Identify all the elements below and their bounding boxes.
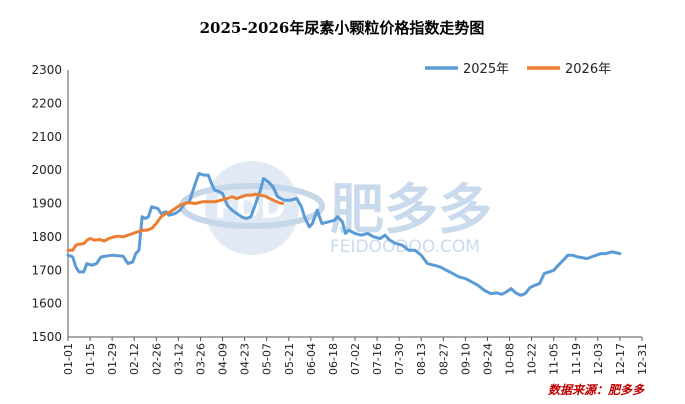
y-tick-label: 1600	[31, 297, 62, 311]
series-group	[66, 172, 622, 297]
x-tick-label: 07-02	[349, 343, 362, 375]
x-tick-label: 09-24	[481, 343, 494, 375]
series-line-2026	[66, 192, 284, 252]
x-ticks: 01-01 01-15 01-29 02-12 02-26 03-12 03-26 04-09…	[62, 337, 649, 375]
y-tick-label: 1700	[31, 263, 62, 277]
source-note: 数据来源：肥多多	[548, 383, 645, 397]
y-tick-label: 2100	[31, 130, 62, 144]
x-tick-label: 12-17	[614, 343, 627, 375]
x-tick-label: 03-26	[194, 343, 207, 375]
watermark-logo-text: FDD	[215, 191, 285, 226]
x-tick-label: 04-09	[217, 343, 230, 375]
x-tick-label: 08-13	[415, 343, 428, 375]
x-tick-label: 01-29	[106, 343, 119, 375]
y-tick-label: 1500	[31, 330, 62, 344]
x-tick-label: 10-22	[526, 343, 539, 375]
x-tick-label: 01-15	[84, 343, 97, 375]
x-tick-label: 07-30	[393, 343, 406, 375]
y-tick-label: 1900	[31, 197, 62, 211]
x-tick-label: 10-08	[504, 343, 517, 375]
x-tick-label: 07-16	[371, 343, 384, 375]
y-tick-label: 2200	[31, 96, 62, 110]
x-tick-label: 06-18	[327, 343, 340, 375]
x-tick-label: 09-10	[459, 343, 472, 375]
watermark-brand: 肥多多	[330, 178, 492, 241]
x-tick-label: 04-23	[239, 343, 252, 375]
x-tick-label: 02-26	[150, 343, 163, 375]
x-tick-label: 05-21	[283, 343, 296, 375]
x-tick-label: 11-19	[570, 343, 583, 375]
x-tick-label: 05-07	[261, 343, 274, 375]
legend-label-2025: 2025年	[463, 62, 509, 77]
x-tick-label: 03-12	[172, 343, 185, 375]
legend: 2025年 2026年	[425, 62, 611, 77]
x-tick-label: 08-27	[437, 343, 450, 375]
series-line-2025	[66, 172, 622, 297]
x-tick-label: 12-31	[636, 343, 649, 375]
y-tick-label: 2000	[31, 163, 62, 177]
x-tick-label: 11-05	[548, 343, 561, 375]
y-tick-label: 1800	[31, 230, 62, 244]
y-tick-label: 2300	[31, 63, 62, 77]
x-tick-label: 01-01	[62, 343, 75, 375]
x-tick-label: 06-04	[305, 343, 318, 375]
x-tick-label: 02-12	[128, 343, 141, 375]
watermark: FDD 肥多多 FEIDOODOO.COM	[179, 161, 492, 257]
legend-label-2026: 2026年	[565, 62, 611, 77]
chart-title: 2025-2026年尿素小颗粒价格指数走势图	[200, 19, 485, 37]
x-tick-label: 12-03	[592, 343, 605, 375]
y-ticks: 1500 1600 1700 1800 1900 2000 2100 2200 2300	[31, 63, 62, 344]
